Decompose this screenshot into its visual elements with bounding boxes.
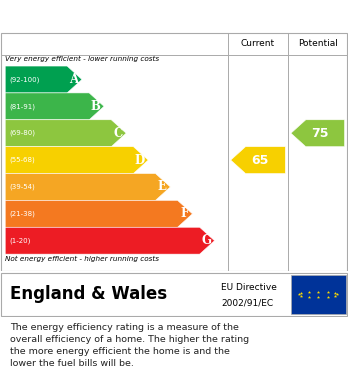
Polygon shape <box>5 66 82 93</box>
Text: F: F <box>180 207 188 220</box>
Text: (69-80): (69-80) <box>9 130 35 136</box>
Text: 75: 75 <box>311 127 329 140</box>
Polygon shape <box>291 120 345 147</box>
Text: (21-38): (21-38) <box>9 211 35 217</box>
Text: B: B <box>91 100 101 113</box>
Text: (55-68): (55-68) <box>9 157 35 163</box>
Text: C: C <box>113 127 122 140</box>
Text: EU Directive: EU Directive <box>221 283 277 292</box>
Bar <box>291 275 346 314</box>
Text: 65: 65 <box>252 154 269 167</box>
Text: A: A <box>69 73 78 86</box>
Polygon shape <box>5 200 192 227</box>
Text: Energy Efficiency Rating: Energy Efficiency Rating <box>10 9 232 23</box>
Text: Very energy efficient - lower running costs: Very energy efficient - lower running co… <box>5 56 159 63</box>
Text: Not energy efficient - higher running costs: Not energy efficient - higher running co… <box>5 256 159 262</box>
Text: (1-20): (1-20) <box>9 237 31 244</box>
Polygon shape <box>231 147 285 174</box>
Polygon shape <box>5 227 214 254</box>
Text: The energy efficiency rating is a measure of the
overall efficiency of a home. T: The energy efficiency rating is a measur… <box>10 323 250 368</box>
Polygon shape <box>5 174 170 200</box>
Text: (39-54): (39-54) <box>9 184 35 190</box>
Polygon shape <box>5 93 104 120</box>
Polygon shape <box>5 120 126 147</box>
Text: G: G <box>201 234 211 247</box>
Text: (81-91): (81-91) <box>9 103 35 109</box>
Text: Potential: Potential <box>298 39 338 48</box>
Text: Current: Current <box>241 39 275 48</box>
Text: England & Wales: England & Wales <box>10 285 168 303</box>
Text: (92-100): (92-100) <box>9 76 40 83</box>
Text: 2002/91/EC: 2002/91/EC <box>221 298 273 307</box>
Text: E: E <box>158 181 167 194</box>
Text: D: D <box>135 154 145 167</box>
Polygon shape <box>5 147 148 174</box>
